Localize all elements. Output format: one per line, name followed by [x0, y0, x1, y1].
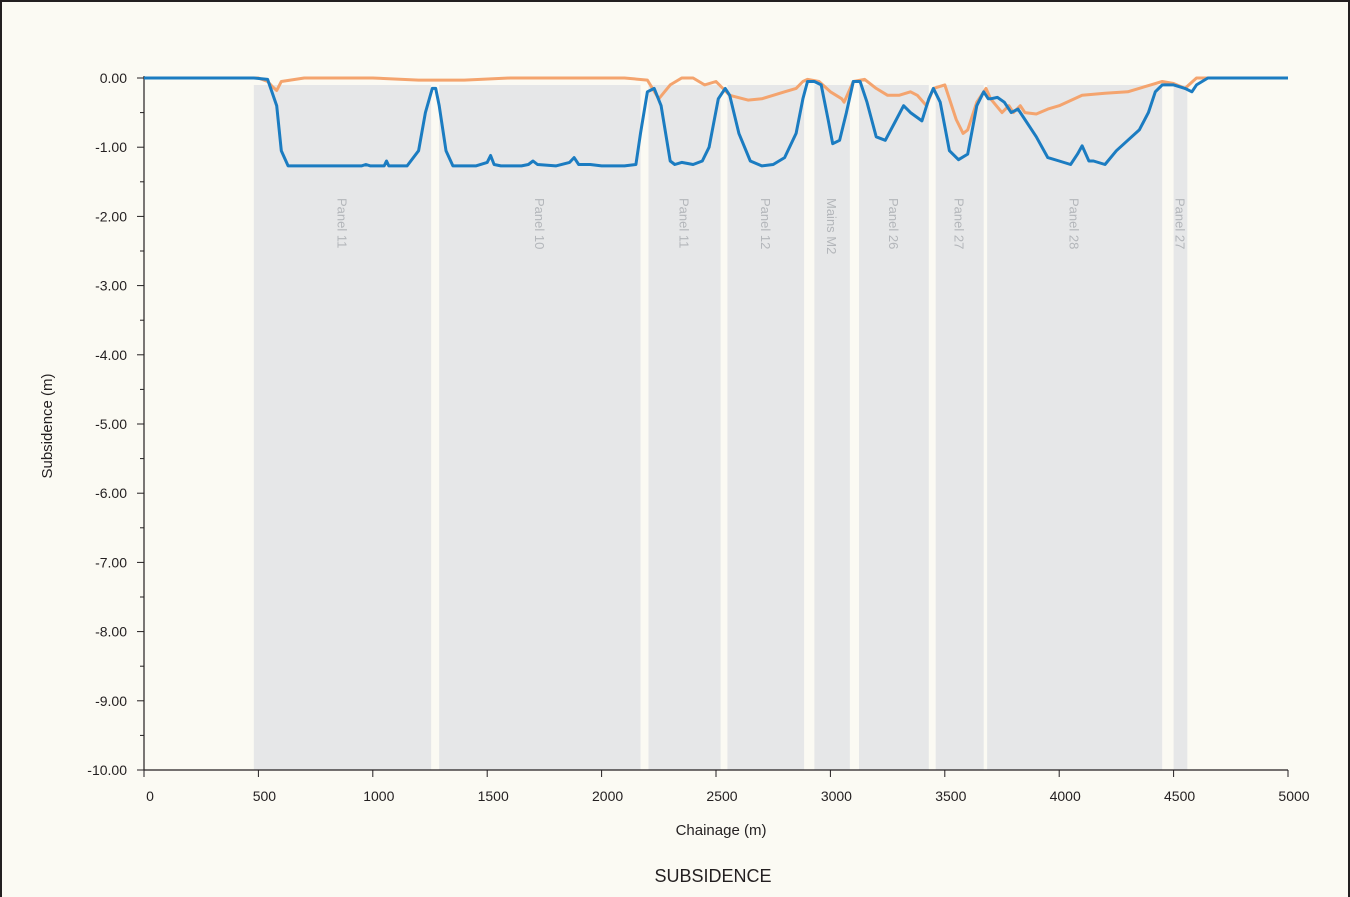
x-tick-label: 3500 — [935, 788, 966, 804]
panel-regions — [253, 85, 1188, 770]
panel-label: Panel 11 — [677, 198, 692, 248]
x-axis-title: Chainage (m) — [676, 822, 767, 839]
y-tick-label: 0.00 — [100, 70, 127, 86]
panel-label: Panel 26 — [886, 198, 901, 249]
y-tick-label: -5.00 — [95, 416, 127, 432]
panel-labels: Panel 11 Panel 10 Panel 11 Panel 12 Mains M2… — [334, 198, 1187, 254]
x-tick-label: 2000 — [592, 788, 623, 804]
panel-label: Panel 10 — [532, 198, 547, 249]
panel-region — [859, 85, 929, 770]
panel-label: Panel 12 — [758, 198, 773, 249]
x-tick-label: 5000 — [1278, 788, 1309, 804]
x-axis-ticks: 0 500 1000 1500 2000 2500 3000 3500 4000 4500 5000 — [143, 770, 1310, 804]
panel-label: Panel 27 — [1172, 198, 1187, 249]
panel-region — [1173, 85, 1188, 770]
y-tick-label: -8.00 — [95, 624, 127, 640]
panel-label: Panel 27 — [952, 198, 967, 249]
x-tick-label: 4000 — [1050, 788, 1081, 804]
y-tick-label: -2.00 — [95, 208, 127, 224]
chart-title: SUBSIDENCE — [654, 866, 771, 886]
y-axis-title: Subsidence (m) — [39, 373, 56, 478]
y-tick-label: -1.00 — [95, 139, 127, 155]
panel-region — [727, 85, 805, 770]
y-tick-label: -9.00 — [95, 693, 127, 709]
series-line-orange — [144, 76, 1288, 135]
x-tick-label: 2500 — [706, 788, 737, 804]
panel-region — [935, 85, 984, 770]
y-tick-label: -10.00 — [87, 762, 127, 778]
panel-label: Panel 11 — [334, 198, 349, 248]
panel-label: Mains M2 — [824, 198, 839, 254]
panel-region — [814, 85, 850, 770]
x-tick-label: 1500 — [478, 788, 509, 804]
y-tick-label: -4.00 — [95, 347, 127, 363]
x-tick-label: 500 — [253, 788, 277, 804]
y-axis-ticks: 0.00 -1.00 -2.00 -3.00 -4.00 -5.00 -6.00 -7.00 -… — [87, 70, 144, 778]
data-series — [144, 76, 1288, 168]
panel-label: Panel 28 — [1067, 198, 1082, 249]
series-line-blue — [144, 76, 1288, 168]
panel-region — [253, 85, 432, 770]
x-tick-label: 4500 — [1164, 788, 1195, 804]
panel-region — [648, 85, 721, 770]
panel-region — [439, 85, 641, 770]
y-tick-label: -6.00 — [95, 485, 127, 501]
panel-region — [987, 85, 1163, 770]
x-tick-label: 0 — [146, 788, 154, 804]
x-tick-label: 1000 — [363, 788, 394, 804]
y-tick-label: -3.00 — [95, 278, 127, 294]
x-tick-label: 3000 — [821, 788, 852, 804]
y-tick-label: -7.00 — [95, 554, 127, 570]
